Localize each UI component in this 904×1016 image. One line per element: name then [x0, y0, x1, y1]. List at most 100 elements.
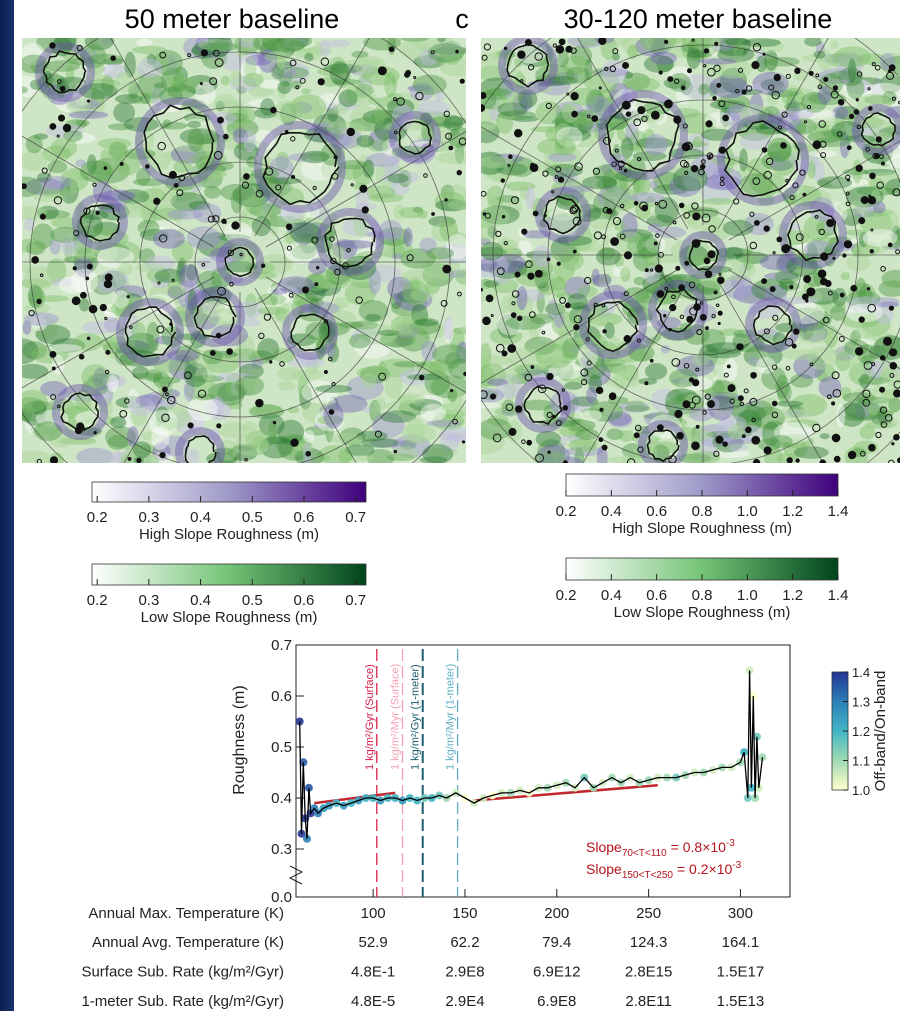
- shadow-contour: [691, 239, 701, 248]
- map-texture: [243, 72, 264, 88]
- shadow-contour: [126, 295, 130, 299]
- shadow-contour: [124, 398, 130, 404]
- crater-halo: [72, 194, 128, 250]
- shadow-contour: [88, 304, 98, 314]
- map-texture: [870, 372, 888, 381]
- map-texture: [614, 252, 624, 270]
- map-texture: [277, 80, 287, 100]
- map-texture: [454, 141, 465, 164]
- map-texture: [543, 215, 582, 232]
- map-texture: [276, 66, 309, 79]
- shadow-contour: [763, 170, 772, 180]
- shadow-contour: [650, 268, 654, 272]
- map-texture: [305, 40, 324, 61]
- shadow-contour: [564, 302, 571, 309]
- map-texture: [278, 67, 293, 87]
- map-texture: [878, 301, 900, 308]
- map-texture: [304, 426, 330, 436]
- map-texture: [667, 66, 693, 89]
- shadow-contour: [545, 102, 552, 109]
- map-texture: [537, 138, 575, 156]
- shadow-contour: [610, 237, 620, 246]
- slope-annotation: Slope70<T<110 = 0.8×10-3: [586, 838, 735, 859]
- map-texture: [752, 71, 789, 96]
- map-texture: [136, 58, 163, 79]
- shadow-contour: [795, 233, 804, 242]
- map-texture: [236, 86, 247, 94]
- shadow-contour: [691, 202, 699, 210]
- shadow-contour: [103, 279, 113, 289]
- map-texture: [491, 260, 513, 285]
- map-texture: [347, 265, 381, 289]
- colorbar-tick-label: 0.6: [646, 503, 667, 520]
- map-texture: [689, 407, 715, 422]
- map-texture: [808, 92, 847, 106]
- map-texture: [332, 78, 362, 86]
- map-texture: [783, 409, 814, 418]
- map-texture: [378, 329, 400, 336]
- map-texture: [51, 38, 73, 57]
- map-texture: [300, 155, 338, 181]
- shadow-contour: [871, 62, 876, 67]
- shadow-contour: [49, 42, 56, 49]
- map-texture: [849, 349, 860, 374]
- shadow-contour: [819, 459, 827, 463]
- shadow-contour: [801, 293, 809, 301]
- map-texture: [705, 391, 740, 401]
- map-texture: [548, 208, 576, 221]
- map-texture: [880, 382, 896, 390]
- map-texture: [274, 307, 288, 322]
- map-texture: [129, 406, 148, 426]
- map-texture: [859, 373, 871, 389]
- map-texture: [55, 38, 77, 51]
- map-texture: [139, 188, 167, 203]
- map-texture: [567, 38, 606, 48]
- map-texture: [871, 414, 894, 426]
- colorbar: [91, 481, 367, 503]
- map-texture: [279, 38, 293, 55]
- map-texture: [393, 204, 405, 220]
- map-texture: [101, 38, 114, 46]
- annotation-text: Slope: [586, 839, 622, 855]
- shadow-contour: [722, 114, 729, 122]
- y-tick-label: 0.4: [271, 790, 292, 807]
- map-texture: [49, 239, 61, 255]
- shadow-contour: [215, 332, 222, 339]
- map-texture: [572, 423, 595, 439]
- map-texture: [186, 226, 221, 250]
- shadow-contour: [239, 252, 243, 257]
- crater-halo: [598, 90, 688, 180]
- map-texture: [703, 58, 726, 84]
- map-texture: [35, 409, 69, 427]
- map-texture: [431, 413, 465, 431]
- shadow-contour: [717, 321, 721, 326]
- map-texture: [222, 53, 243, 72]
- map-texture: [356, 367, 381, 379]
- map-texture: [237, 38, 256, 48]
- map-texture: [22, 389, 48, 413]
- map-texture: [138, 226, 177, 237]
- threshold-label: 1 kg/m²/Myr (1-meter): [445, 664, 457, 770]
- map-texture: [235, 375, 265, 396]
- map-texture: [748, 357, 761, 366]
- shadow-contour: [443, 110, 450, 118]
- map-texture: [679, 244, 709, 267]
- shadow-contour: [255, 189, 264, 198]
- map-texture: [22, 400, 57, 427]
- map-texture: [230, 70, 243, 87]
- colorbar-tick-label: 0.2: [87, 592, 108, 609]
- shadow-contour: [895, 249, 900, 255]
- map-texture: [601, 164, 612, 174]
- map-texture: [443, 317, 453, 340]
- shadow-contour: [673, 115, 682, 124]
- map-texture: [40, 381, 68, 397]
- shadow-contour: [601, 303, 606, 308]
- map-texture: [159, 435, 190, 457]
- map-texture: [644, 297, 657, 316]
- map-texture: [54, 90, 85, 113]
- map-texture: [375, 162, 405, 188]
- map-texture: [243, 130, 257, 153]
- map-texture: [259, 435, 294, 459]
- map-texture: [562, 352, 593, 361]
- map-texture: [327, 328, 338, 351]
